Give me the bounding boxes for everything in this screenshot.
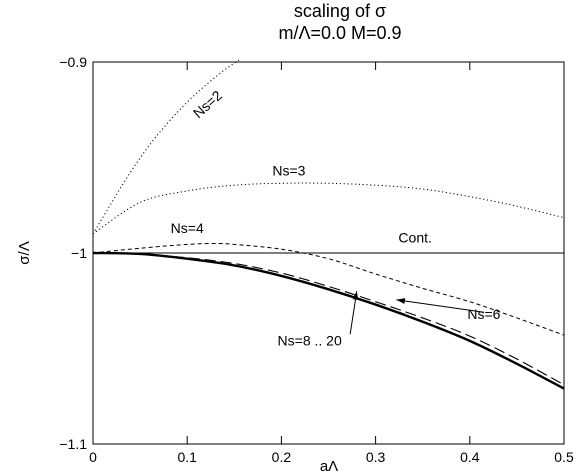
series-line-ns-2 (92, 59, 240, 235)
x-tick-label: 0.1 (177, 449, 197, 465)
series-label-ns-4: Ns=4 (171, 220, 204, 236)
y-tick-label: −0.9 (59, 54, 87, 70)
series-label-ns-3: Ns=3 (272, 163, 305, 179)
series-label-cont: Cont. (398, 229, 431, 245)
x-tick-label: 0 (89, 449, 97, 465)
x-axis-label: aΛ (320, 458, 338, 474)
annotation-layer: Ns=2 Ns=3 Ns=4 Cont. Ns=6 Ns=8 .. 20 (171, 87, 501, 349)
series-layer (92, 59, 565, 390)
annotation-arrow (396, 299, 485, 313)
chart-title: scaling of σ (294, 1, 386, 21)
y-tick-label: −1.1 (59, 436, 87, 452)
y-tick-label: −1 (71, 245, 87, 261)
annotation-arrowhead (396, 298, 406, 304)
x-tick-label: 0.4 (460, 449, 480, 465)
x-tick-label: 0.3 (366, 449, 386, 465)
series-label-ns-6: Ns=6 (467, 306, 500, 322)
series-line-ns-8-20 (92, 251, 565, 390)
series-label-ns-2: Ns=2 (190, 87, 225, 121)
y-axis-label: σ/Λ (16, 241, 33, 264)
chart-subtitle: m/Λ=0.0 M=0.9 (278, 23, 401, 43)
series-line-ns-3 (92, 182, 565, 235)
x-tick-label: 0.5 (554, 449, 574, 465)
annotation-arrowhead (352, 291, 359, 301)
series-label-ns-8-20: Ns=8 .. 20 (278, 333, 342, 349)
x-tick-label: 0.2 (272, 449, 292, 465)
tick-layer: 0 0.1 0.2 0.3 0.4 0.5 −1.1 −1 −0.9 (59, 54, 574, 465)
